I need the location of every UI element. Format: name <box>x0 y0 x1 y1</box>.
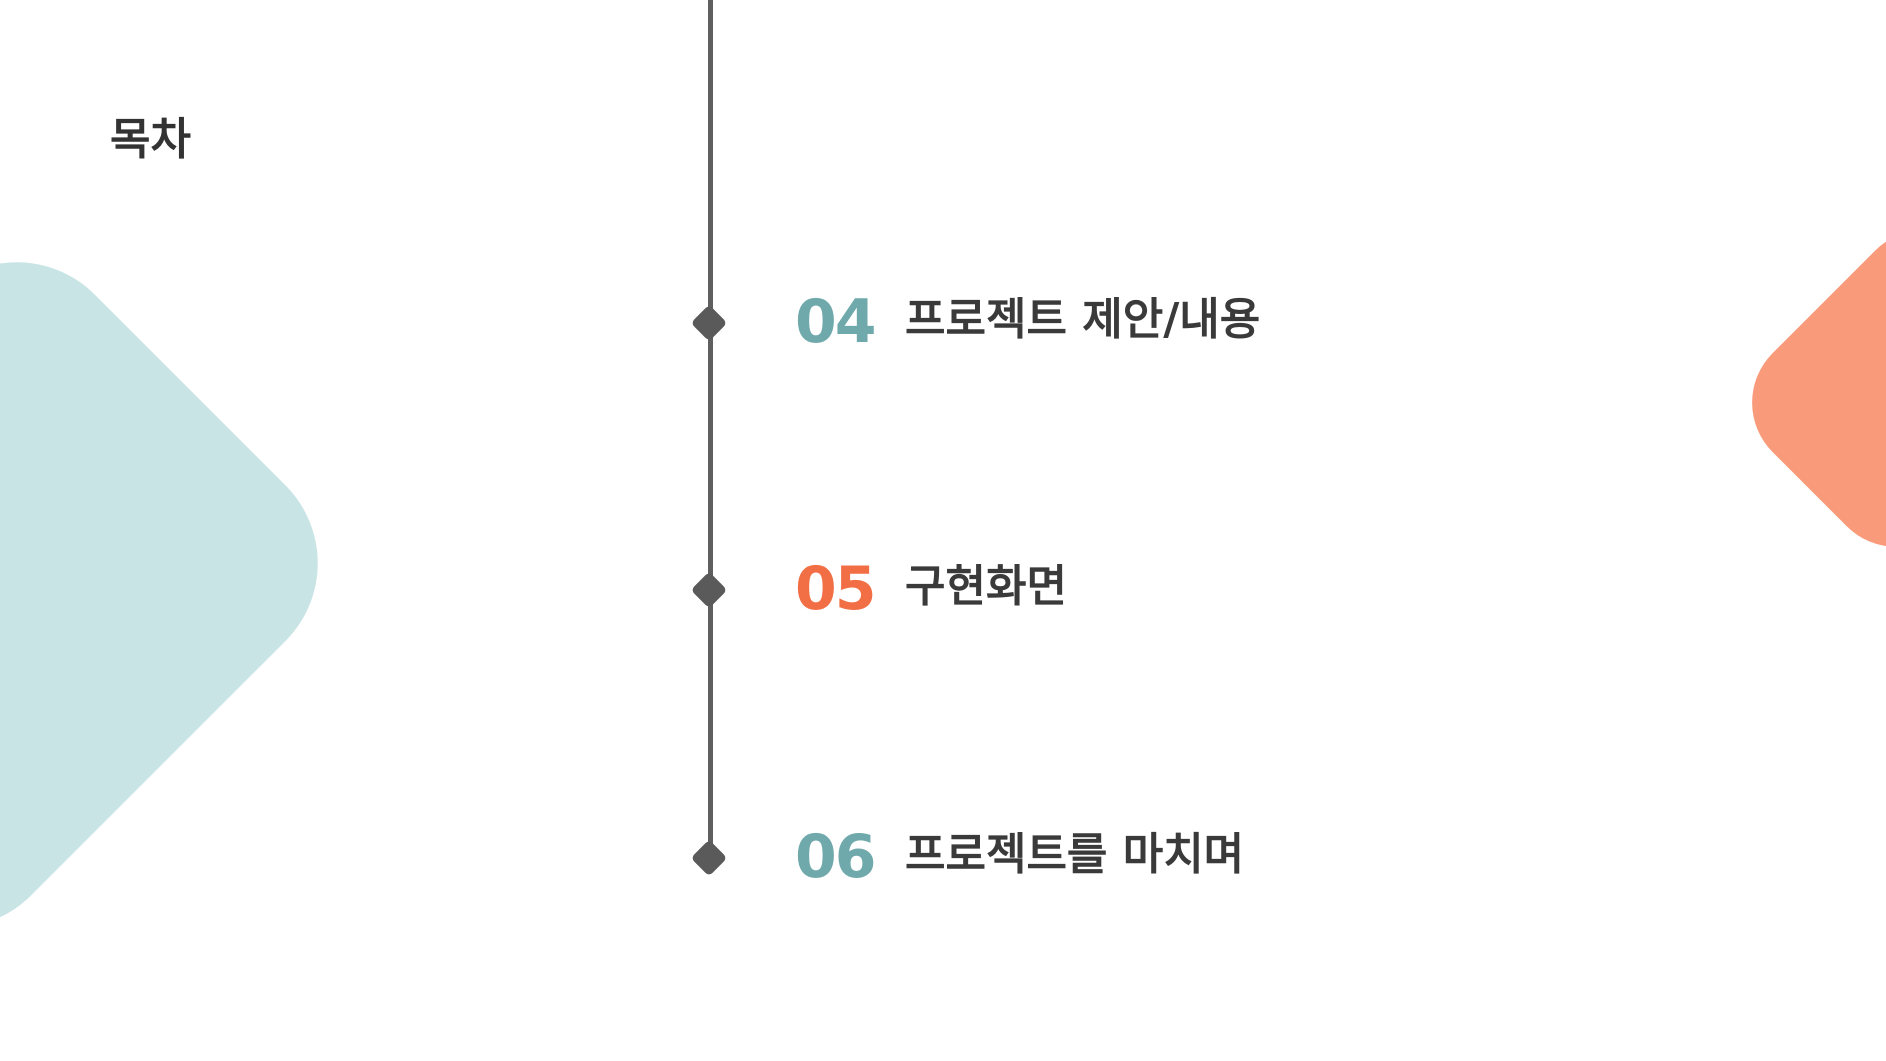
toc-item-05[interactable]: 05 구현화면 <box>0 548 1886 628</box>
toc-label: 프로젝트를 마치며 <box>905 829 1245 880</box>
diamond-marker-icon <box>690 839 728 877</box>
page-title: 목차 <box>110 114 191 165</box>
toc-number: 06 <box>795 822 876 892</box>
diamond-marker-icon <box>690 304 728 342</box>
toc-item-04[interactable]: 04 프로젝트 제안/내용 <box>0 282 1886 362</box>
toc-number: 05 <box>795 554 876 624</box>
toc-number: 04 <box>795 287 876 357</box>
timeline-line <box>708 0 713 858</box>
toc-label: 구현화면 <box>905 561 1067 612</box>
toc-item-06[interactable]: 06 프로젝트를 마치며 <box>0 817 1886 897</box>
toc-label: 프로젝트 제안/내용 <box>905 294 1261 345</box>
decorative-coral-shape <box>1723 201 1886 576</box>
diamond-marker-icon <box>690 571 728 609</box>
